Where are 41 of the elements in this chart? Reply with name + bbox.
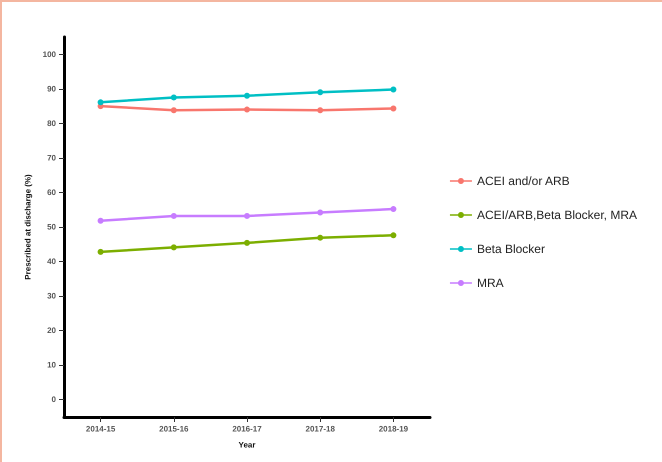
point [170,244,177,250]
point [390,206,396,212]
y-tick-label: 90 [47,84,57,94]
y-tick-label: 60 [47,188,57,197]
legend-label: ACEI/ARB,Beta Blocker, MRA [476,208,638,222]
point [317,234,324,241]
point [98,218,104,224]
y-tick-label: 20 [47,326,57,336]
y-tick-label: 10 [47,360,57,370]
y-tick-label: 70 [47,153,57,162]
point [390,232,396,238]
point [317,89,324,96]
x-tick-label: 2016-17 [232,424,262,434]
point [244,212,250,219]
legend-label: Beta Blocker [476,242,545,256]
point [170,212,177,219]
y-tick-label: 100 [42,50,57,59]
y-axis-title: Prescribed at discharge (%) [23,174,32,280]
y-tick-label: 30 [47,292,57,301]
legend-label: ACEI and/or ARB [476,174,570,188]
point [98,99,104,106]
point [390,86,396,93]
point [98,248,104,255]
legend-label: MRA [476,276,504,290]
x-axis-title: Year [238,440,256,450]
x-tick-label: 2018-19 [378,424,409,434]
point [390,106,396,112]
point [317,209,324,216]
x-tick-label: 2014-15 [86,424,116,434]
point [244,106,250,113]
y-tick-label: 50 [47,222,57,232]
x-tick-label: 2017-18 [306,424,336,434]
y-tick-label: 40 [47,257,57,266]
point [244,92,250,99]
point [170,107,177,114]
point [170,94,177,100]
y-tick-label: 0 [52,395,57,404]
point [244,240,250,246]
y-tick-label: 80 [47,118,57,128]
x-tick-label: 2015-16 [159,424,190,434]
point [317,107,324,114]
